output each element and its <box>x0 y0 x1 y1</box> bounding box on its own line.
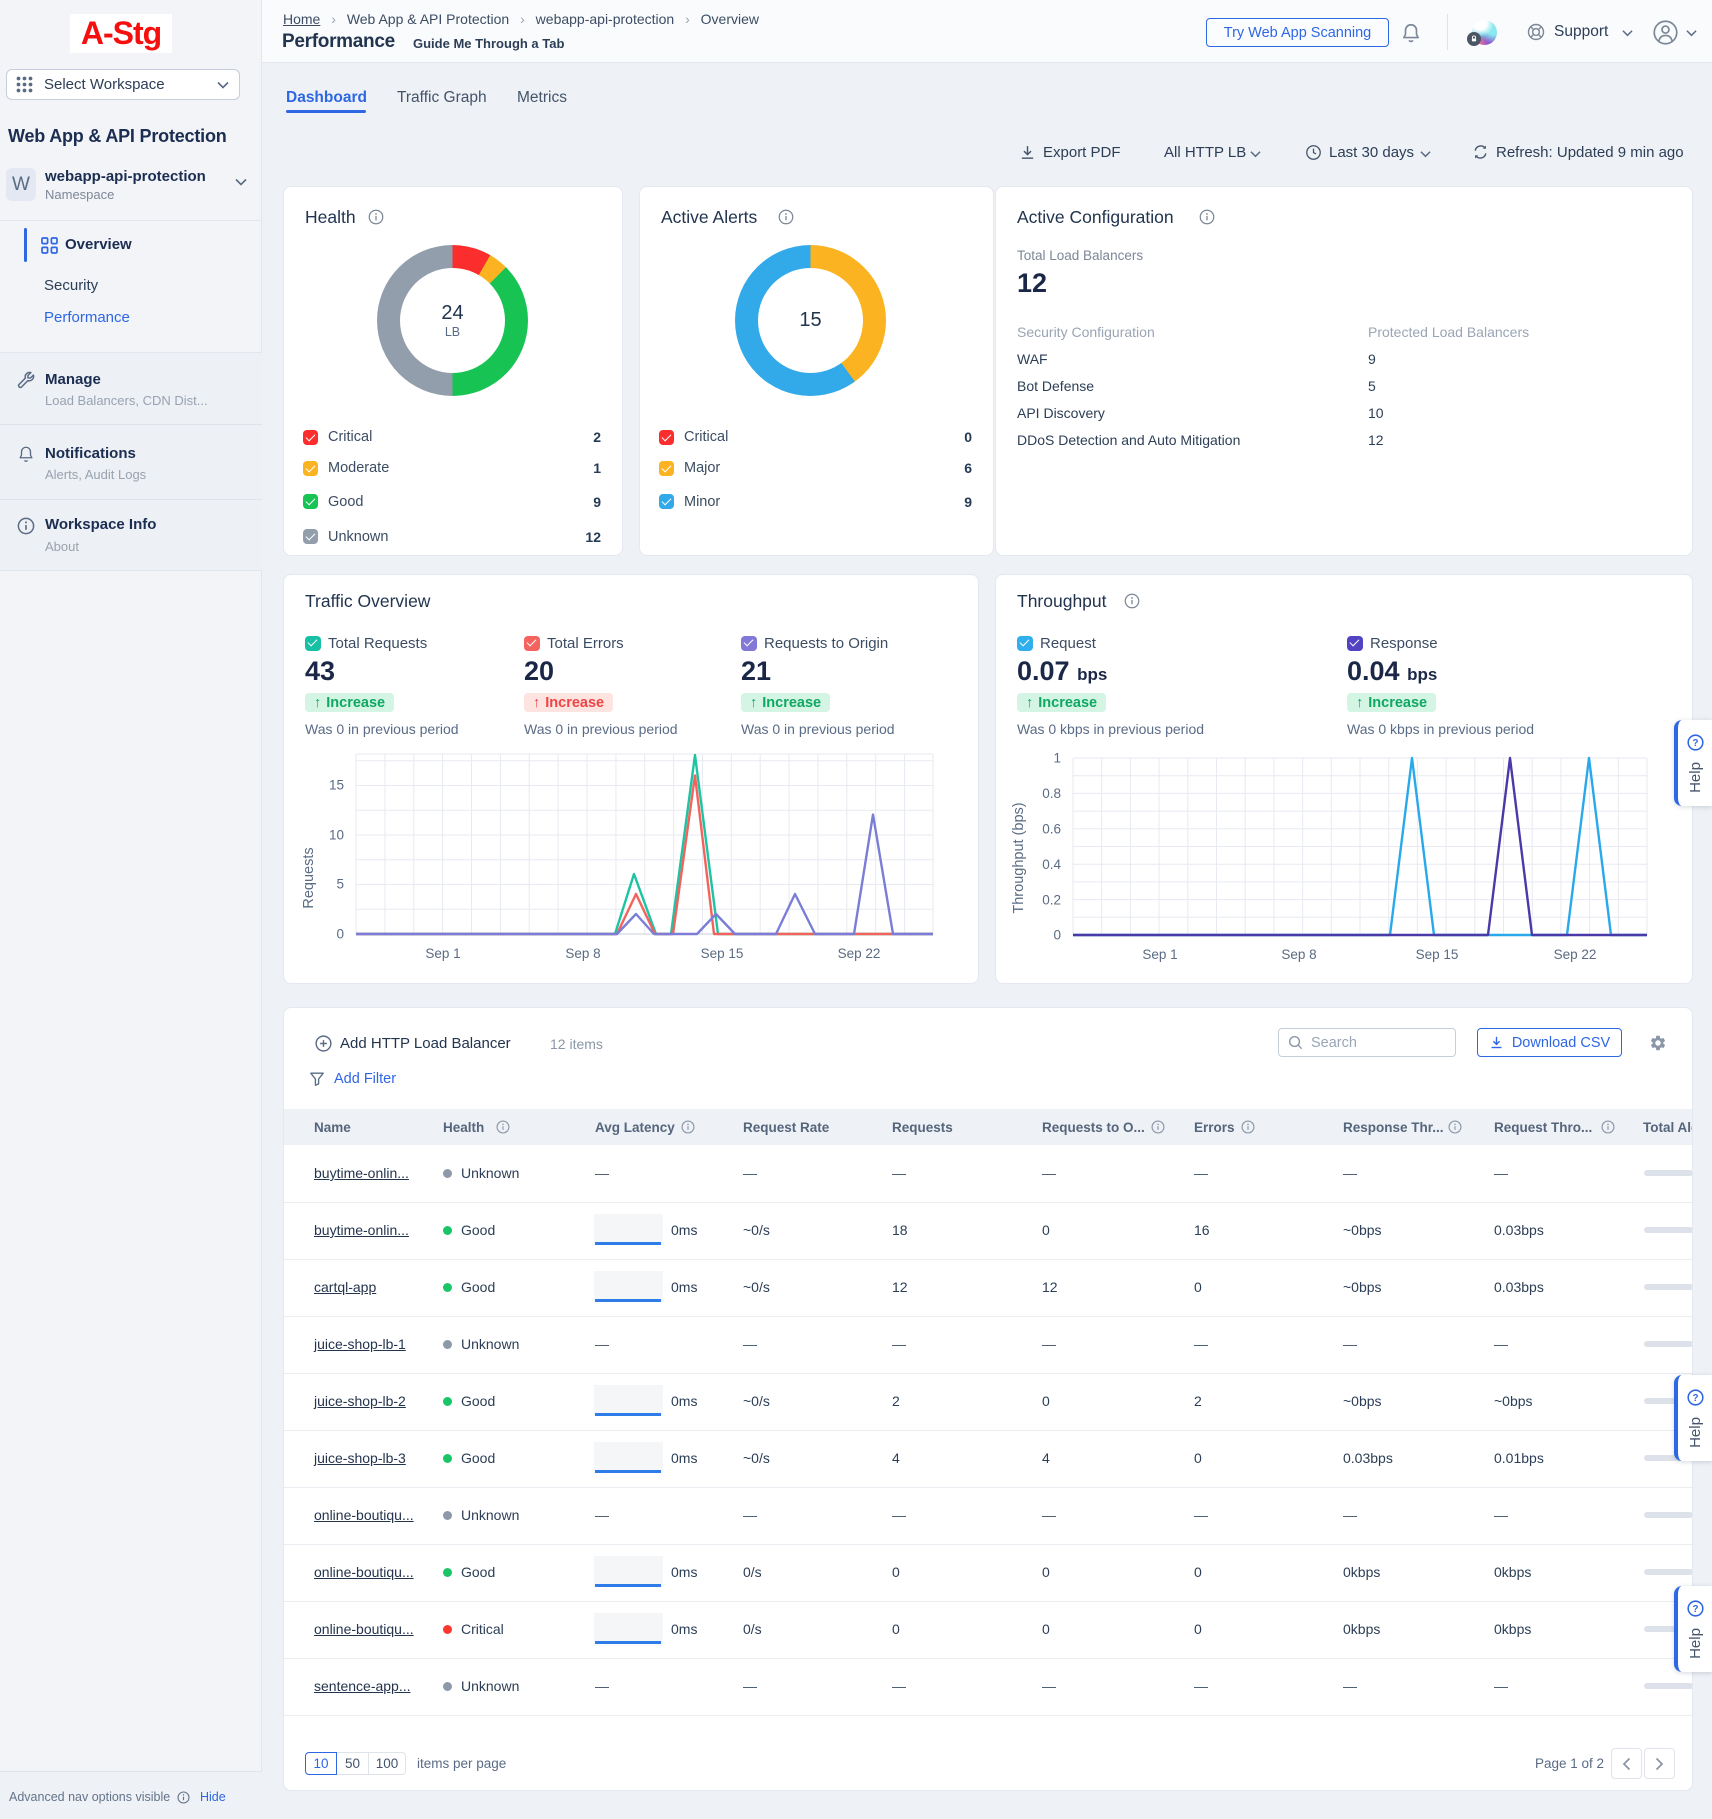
svg-text:0: 0 <box>336 927 344 942</box>
svg-text:?: ? <box>1692 738 1698 749</box>
svg-text:Sep 8: Sep 8 <box>1281 947 1316 962</box>
svg-text:0.6: 0.6 <box>1042 822 1061 837</box>
svg-text:?: ? <box>1692 1604 1698 1615</box>
svg-text:?: ? <box>1692 1393 1698 1404</box>
svg-text:Sep 8: Sep 8 <box>565 946 600 961</box>
svg-text:1: 1 <box>1053 751 1061 766</box>
svg-text:15: 15 <box>329 778 344 793</box>
svg-text:Sep 1: Sep 1 <box>1142 947 1177 962</box>
svg-text:0: 0 <box>1053 928 1061 943</box>
svg-text:Throughput (bps): Throughput (bps) <box>1011 802 1027 913</box>
svg-text:Sep 15: Sep 15 <box>1416 947 1459 962</box>
svg-text:Sep 15: Sep 15 <box>701 946 744 961</box>
svg-text:0.2: 0.2 <box>1042 892 1061 907</box>
svg-text:0.8: 0.8 <box>1042 786 1061 801</box>
svg-text:Sep 22: Sep 22 <box>838 946 881 961</box>
svg-text:5: 5 <box>336 877 344 892</box>
svg-text:Sep 1: Sep 1 <box>425 946 460 961</box>
svg-text:0.4: 0.4 <box>1042 857 1061 872</box>
svg-text:Requests: Requests <box>301 847 317 908</box>
svg-text:Sep 22: Sep 22 <box>1554 947 1597 962</box>
svg-text:10: 10 <box>329 828 344 843</box>
